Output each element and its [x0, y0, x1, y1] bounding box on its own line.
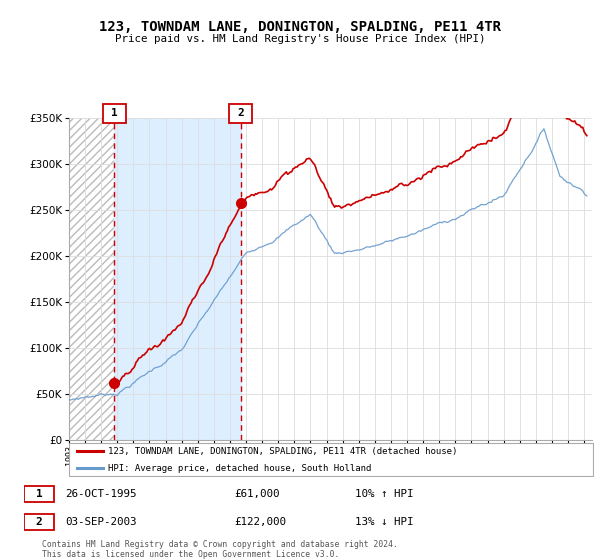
Text: 1: 1: [36, 489, 43, 500]
FancyBboxPatch shape: [103, 104, 126, 123]
Text: 2: 2: [36, 517, 43, 528]
Text: 03-SEP-2003: 03-SEP-2003: [65, 517, 137, 528]
Text: 26-OCT-1995: 26-OCT-1995: [65, 489, 137, 500]
Text: Contains HM Land Registry data © Crown copyright and database right 2024.
This d: Contains HM Land Registry data © Crown c…: [42, 540, 398, 559]
Text: £61,000: £61,000: [234, 489, 279, 500]
Text: £122,000: £122,000: [234, 517, 286, 528]
FancyBboxPatch shape: [69, 443, 593, 477]
Bar: [69, 118, 115, 440]
Text: 13% ↓ HPI: 13% ↓ HPI: [355, 517, 414, 528]
FancyBboxPatch shape: [24, 514, 55, 530]
Bar: [115, 118, 241, 440]
Text: Price paid vs. HM Land Registry's House Price Index (HPI): Price paid vs. HM Land Registry's House …: [115, 34, 485, 44]
Text: 123, TOWNDAM LANE, DONINGTON, SPALDING, PE11 4TR: 123, TOWNDAM LANE, DONINGTON, SPALDING, …: [99, 20, 501, 34]
Text: 1: 1: [111, 108, 118, 118]
FancyBboxPatch shape: [229, 104, 252, 123]
FancyBboxPatch shape: [24, 486, 55, 502]
Text: HPI: Average price, detached house, South Holland: HPI: Average price, detached house, Sout…: [109, 464, 372, 473]
Text: 123, TOWNDAM LANE, DONINGTON, SPALDING, PE11 4TR (detached house): 123, TOWNDAM LANE, DONINGTON, SPALDING, …: [109, 447, 458, 456]
Text: 2: 2: [238, 108, 244, 118]
Text: 10% ↑ HPI: 10% ↑ HPI: [355, 489, 414, 500]
